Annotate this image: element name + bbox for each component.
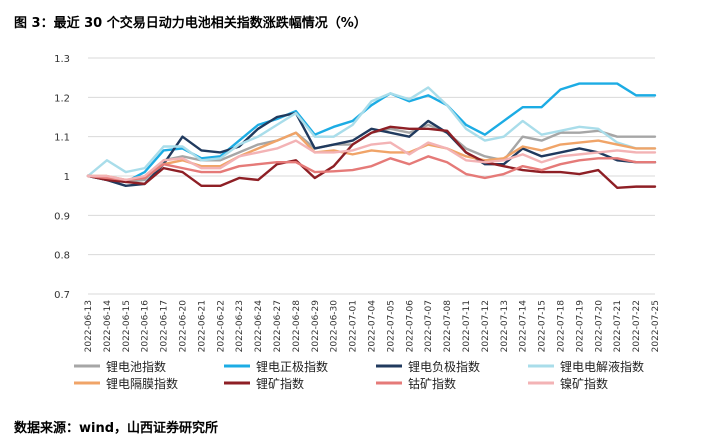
x-tick-label: 2022-06-28	[292, 300, 302, 353]
x-tick-label: 2022-06-24	[254, 300, 264, 353]
x-tick-label: 2022-07-13	[500, 300, 510, 352]
legend-label: 锂电负极指数	[408, 359, 480, 374]
series-line	[86, 82, 657, 184]
x-tick-label: 2022-07-19	[575, 300, 585, 353]
x-tick-label: 2022-07-11	[462, 300, 472, 352]
y-tick-label: 0.7	[54, 290, 70, 301]
y-tick-label: 1.3	[54, 54, 70, 65]
legend-label: 钴矿指数	[408, 376, 456, 391]
x-tick-label: 2022-07-25	[651, 300, 661, 352]
series-line	[86, 139, 657, 182]
x-tick-label: 2022-07-20	[594, 300, 604, 353]
x-tick-label: 2022-07-21	[613, 300, 623, 352]
x-tick-label: 2022-06-13	[84, 300, 94, 352]
x-tick-label: 2022-06-21	[197, 300, 207, 352]
line-chart: 0.7 0.8 0.9 1 1.1 1.2 1.3 2022-06-13 2022-06-14 2…	[54, 54, 661, 391]
legend-label: 镍矿指数	[560, 376, 608, 391]
x-tick-label: 2022-06-29	[311, 300, 321, 353]
series-lines	[86, 82, 657, 190]
x-tick-label: 2022-06-16	[141, 300, 151, 353]
x-tick-label: 2022-06-15	[122, 300, 132, 352]
x-tick-label: 2022-07-22	[632, 300, 642, 352]
axes: 0.7 0.8 0.9 1 1.1 1.2 1.3 2022-06-13 2022-06-14 2…	[54, 54, 661, 352]
x-tick-label: 2022-07-04	[368, 300, 378, 353]
series-line	[86, 125, 657, 190]
x-tick-label: 2022-06-14	[103, 300, 113, 353]
x-tick-label: 2022-06-23	[235, 300, 245, 352]
legend-label: 锂电隔膜指数	[106, 376, 178, 391]
x-tick-label: 2022-06-30	[330, 300, 340, 353]
x-tick-label: 2022-06-22	[216, 300, 226, 352]
y-tick-label: 1.2	[54, 93, 70, 104]
x-tick-label: 2022-07-05	[386, 300, 396, 352]
x-tick-label: 2022-07-08	[443, 300, 453, 353]
y-tick-label: 0.9	[54, 211, 70, 222]
y-tick-label: 1	[64, 172, 70, 183]
x-tick-label: 2022-07-12	[481, 300, 491, 352]
figure-title: 图 3：最近 30 个交易日动力电池相关指数涨跌幅情况（%）	[14, 16, 367, 31]
x-tick-label: 2022-07-07	[424, 300, 434, 352]
series-line	[86, 131, 657, 182]
x-tick-label: 2022-06-20	[179, 300, 189, 353]
x-tick-label: 2022-06-17	[160, 300, 170, 352]
series-line	[86, 155, 657, 182]
y-tick-label: 0.8	[54, 251, 70, 262]
x-tick-label: 2022-07-14	[519, 300, 529, 353]
legend-label: 锂电正极指数	[256, 359, 328, 374]
legend-label: 锂电电解液指数	[560, 359, 644, 374]
x-tick-label: 2022-07-06	[405, 300, 415, 353]
series-line	[86, 86, 657, 178]
x-tick-label: 2022-06-27	[273, 300, 283, 352]
legend-label: 锂电池指数	[106, 359, 166, 374]
y-tick-label: 1.1	[54, 133, 70, 144]
x-tick-label: 2022-07-18	[557, 300, 567, 353]
series-line	[86, 111, 657, 188]
figure-source: 数据来源：wind，山西证券研究所	[14, 421, 219, 436]
x-tick-label: 2022-07-01	[349, 300, 359, 352]
legend-label: 锂矿指数	[256, 376, 304, 391]
gridlines	[88, 57, 655, 295]
x-tick-label: 2022-07-15	[538, 300, 548, 352]
